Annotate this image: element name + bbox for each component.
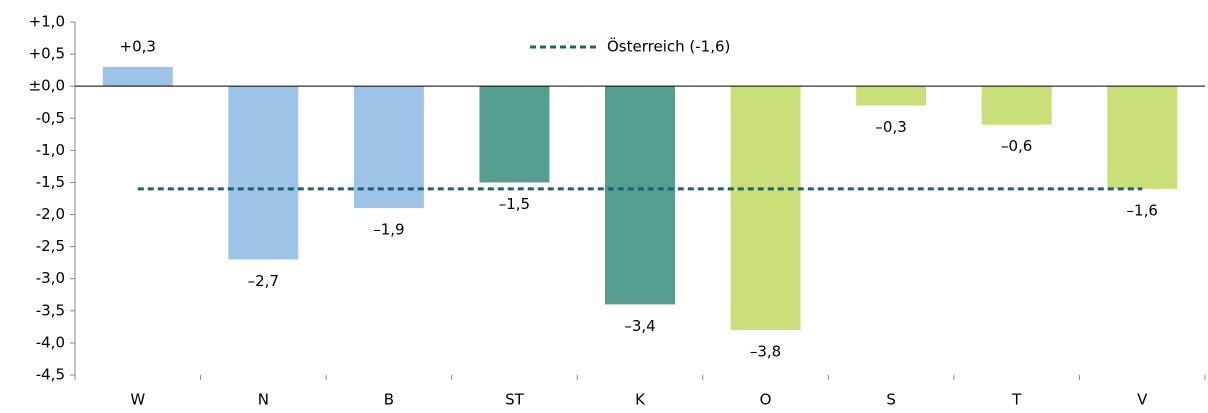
bar xyxy=(730,86,801,331)
bar xyxy=(1107,86,1178,189)
x-tick-label: O xyxy=(760,391,772,409)
value-label: –0,6 xyxy=(1001,137,1032,155)
y-tick-label: -4,0 xyxy=(36,333,65,351)
value-label: +0,3 xyxy=(120,37,156,55)
value-label: –1,6 xyxy=(1127,201,1158,219)
legend-label: Österreich (-1,6) xyxy=(607,37,730,56)
y-tick-label: -1,5 xyxy=(36,173,65,191)
y-tick-label: -3,5 xyxy=(36,301,65,319)
y-tick-label: ±0,0 xyxy=(29,77,65,95)
y-tick-label: +1,0 xyxy=(29,13,65,31)
y-tick-label: -0,5 xyxy=(36,109,65,127)
value-label: –0,3 xyxy=(875,118,906,136)
x-tick-label: V xyxy=(1137,391,1148,409)
x-tick-label: S xyxy=(886,391,896,409)
x-tick-label: B xyxy=(384,391,394,409)
x-tick-label: W xyxy=(130,391,145,409)
value-label: –1,5 xyxy=(499,195,530,213)
value-label: –1,9 xyxy=(373,221,404,239)
y-tick-label: -2,0 xyxy=(36,205,65,223)
bar xyxy=(605,86,675,305)
bar xyxy=(479,86,550,183)
bar xyxy=(856,86,927,106)
x-tick-label: K xyxy=(635,391,646,409)
bar xyxy=(981,86,1052,125)
bar xyxy=(102,66,173,87)
y-tick-label: -1,0 xyxy=(36,141,65,159)
x-tick-label: N xyxy=(258,391,269,409)
x-tick-label: T xyxy=(1011,391,1022,409)
value-label: –3,4 xyxy=(624,317,655,335)
y-tick-label: -2,5 xyxy=(36,237,65,255)
value-label: –2,7 xyxy=(248,272,279,290)
y-tick-label: +0,5 xyxy=(29,45,65,63)
value-label: –3,8 xyxy=(750,343,781,361)
x-tick-label: ST xyxy=(505,391,525,409)
y-tick-label: -4,5 xyxy=(36,366,65,384)
y-tick-label: -3,0 xyxy=(36,269,65,287)
bar xyxy=(228,86,299,260)
